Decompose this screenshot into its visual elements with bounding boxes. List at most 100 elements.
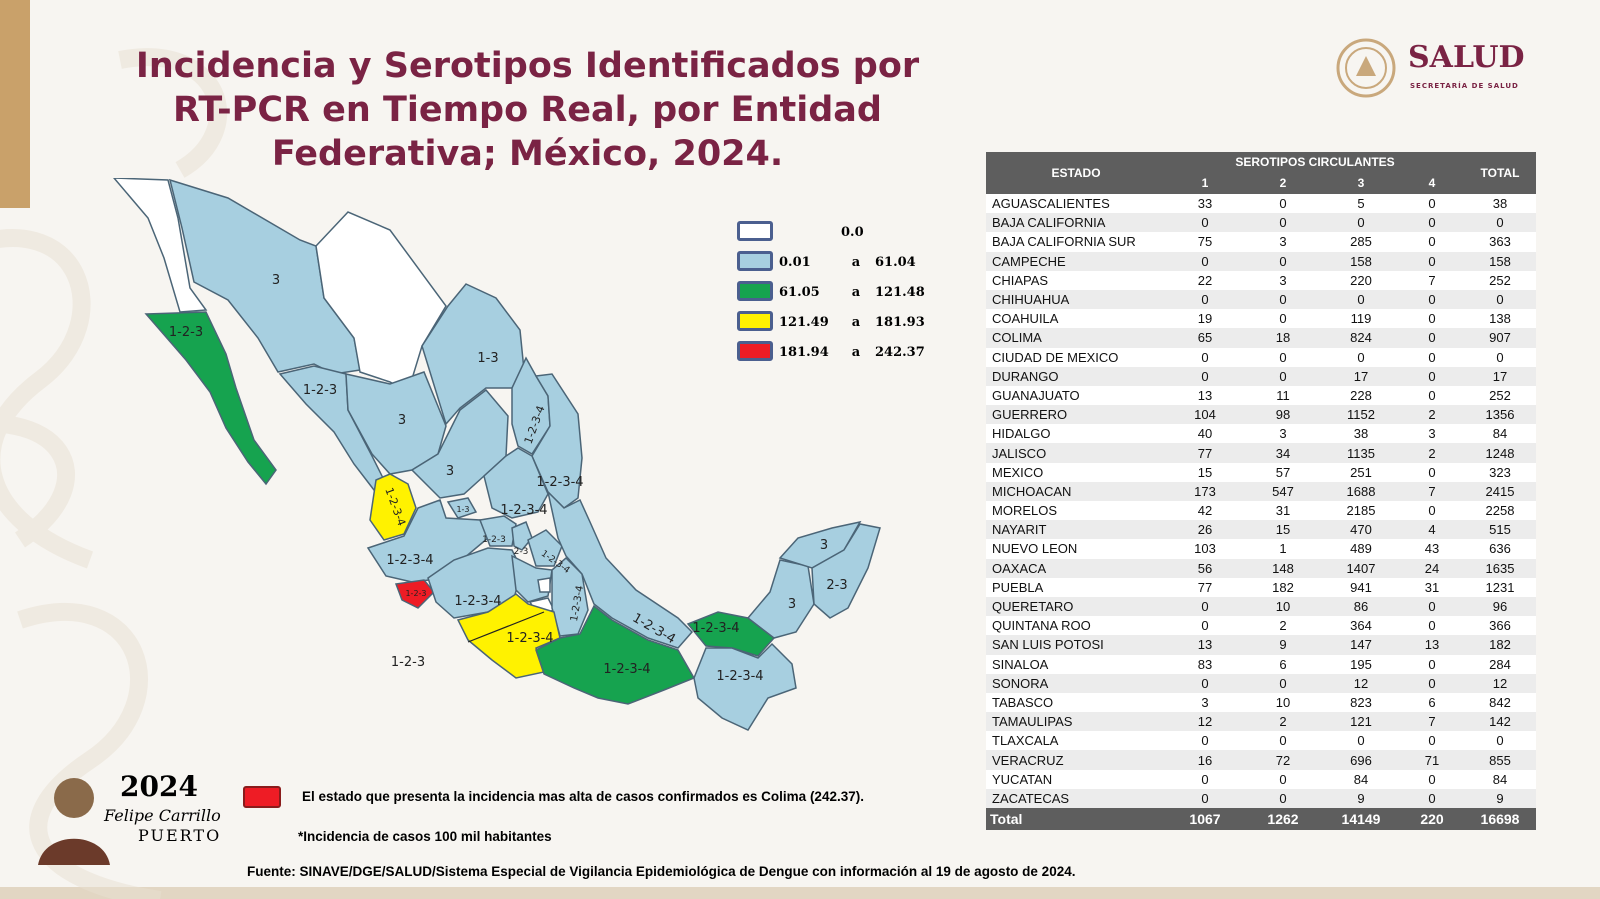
row-s1: 83 <box>1197 656 1213 672</box>
row-estado: SINALOA <box>992 656 1049 672</box>
row-estado: OAXACA <box>992 560 1047 576</box>
row-s1: 0 <box>1201 292 1209 308</box>
legend-max: 242.37 <box>875 345 925 360</box>
label-san-luis-potosi: 1-2-3-4 <box>500 503 547 518</box>
state-cdmx <box>537 577 551 593</box>
state-oaxaca <box>535 604 696 705</box>
row-total: 1248 <box>1485 445 1515 461</box>
row-estado: BAJA CALIFORNIA SUR <box>992 234 1136 250</box>
row-s1: 13 <box>1197 637 1213 653</box>
row-s2: 3 <box>1279 234 1287 250</box>
row-s4: 7 <box>1428 272 1436 288</box>
table-row: SINALOA 83 6 195 0 284 <box>986 654 1536 674</box>
state-nayarit <box>369 473 417 541</box>
state-guerrero <box>456 593 561 679</box>
table-row: SONORA 0 0 12 0 12 <box>986 673 1536 693</box>
row-total: 9 <box>1496 790 1504 806</box>
table-row: PUEBLA 77 182 941 31 1231 <box>986 577 1536 597</box>
row-total: 158 <box>1489 253 1511 269</box>
row-s2: 182 <box>1272 579 1294 595</box>
row-s4: 43 <box>1424 541 1440 557</box>
row-s1: 104 <box>1194 407 1216 423</box>
row-estado: PUEBLA <box>992 579 1044 595</box>
table-row: JALISCO 77 34 1135 2 1248 <box>986 443 1536 463</box>
row-total: 363 <box>1489 234 1511 250</box>
row-s1: 40 <box>1197 426 1213 442</box>
legend-swatch-max <box>737 341 773 361</box>
row-s3: 119 <box>1350 311 1372 327</box>
footer-s4: 220 <box>1400 808 1464 830</box>
row-estado: HIDALGO <box>992 426 1051 442</box>
legend-row-mid: 61.05 a 121.48 <box>737 278 932 308</box>
table-row: CIUDAD DE MEXICO 0 0 0 0 0 <box>986 347 1536 367</box>
row-s3: 195 <box>1350 656 1372 672</box>
morelos-callout-line <box>467 611 545 643</box>
table-row: NAYARIT 26 15 470 4 515 <box>986 520 1536 540</box>
row-s2: 0 <box>1279 733 1287 749</box>
legend-swatch-high <box>737 311 773 331</box>
label-guerrero: 1-2-3-4 <box>506 631 553 646</box>
state-veracruz <box>546 489 694 649</box>
row-s4: 0 <box>1428 196 1436 212</box>
row-total: 17 <box>1492 368 1508 384</box>
row-estado: MEXICO <box>992 464 1044 480</box>
row-estado: TAMAULIPAS <box>992 714 1073 730</box>
row-s2: 3 <box>1279 426 1287 442</box>
table-row: CHIAPAS 22 3 220 7 252 <box>986 270 1536 290</box>
row-estado: CIUDAD DE MEXICO <box>992 349 1119 365</box>
row-s3: 696 <box>1350 752 1372 768</box>
row-s1: 12 <box>1197 714 1213 730</box>
legend-max: 61.04 <box>875 255 916 270</box>
legend-min: 181.94 <box>779 345 829 360</box>
table-row: GUERRERO 104 98 1152 2 1356 <box>986 405 1536 425</box>
row-s1: 0 <box>1201 790 1209 806</box>
page-title: Incidencia y Serotipos Identificados por… <box>135 46 920 174</box>
row-estado: VERACRUZ <box>992 752 1064 768</box>
header-total: TOTAL <box>1464 152 1536 194</box>
table-body: AGUASCALIENTES 33 0 5 0 38 BAJA CALIFORNIA 0 0 0 0… <box>986 194 1536 808</box>
row-s2: 0 <box>1279 771 1287 787</box>
row-total: 0 <box>1496 215 1504 231</box>
header-serotype-2: 2 <box>1244 172 1322 194</box>
row-s4: 13 <box>1424 637 1440 653</box>
table-row: OAXACA 56 148 1407 24 1635 <box>986 558 1536 578</box>
row-s3: 0 <box>1357 733 1365 749</box>
header-estado: ESTADO <box>986 152 1166 194</box>
table-row: TAMAULIPAS 12 2 121 7 142 <box>986 712 1536 732</box>
table-row: TABASCO 3 10 823 6 842 <box>986 692 1536 713</box>
row-s2: 0 <box>1279 311 1287 327</box>
row-total: 1635 <box>1485 560 1515 576</box>
legend-min: 121.49 <box>779 315 829 330</box>
footer-s2: 1262 <box>1244 808 1322 830</box>
row-s4: 0 <box>1428 503 1436 519</box>
table-row: COLIMA 65 18 824 0 907 <box>986 328 1536 348</box>
state-campeche <box>746 559 815 639</box>
footer-label: Total <box>986 808 1166 830</box>
footer-total: 16698 <box>1464 808 1536 830</box>
row-total: 0 <box>1496 349 1504 365</box>
state-aguascalientes <box>446 497 478 519</box>
row-total: 855 <box>1489 752 1511 768</box>
table-row: BAJA CALIFORNIA 0 0 0 0 0 <box>986 213 1536 233</box>
row-s1: 75 <box>1197 234 1213 250</box>
label-morelos-callout: 1-2-3 <box>391 655 425 670</box>
row-s4: 0 <box>1428 618 1436 634</box>
row-s4: 3 <box>1428 426 1436 442</box>
row-s2: 2 <box>1279 618 1287 634</box>
label-quintana-roo: 2-3 <box>826 578 847 593</box>
row-s1: 103 <box>1194 541 1216 557</box>
legend-connector: a <box>851 285 861 300</box>
table-row: YUCATAN 0 0 84 0 84 <box>986 769 1536 789</box>
row-s2: 6 <box>1279 656 1287 672</box>
label-chiapas: 1-2-3-4 <box>716 669 763 684</box>
row-total: 12 <box>1492 675 1508 691</box>
bottom-accent-bar <box>0 887 1600 899</box>
row-total: 1231 <box>1485 579 1515 595</box>
header-serotype-1: 1 <box>1166 172 1244 194</box>
row-estado: ZACATECAS <box>992 790 1070 806</box>
row-s2: 0 <box>1279 368 1287 384</box>
row-s4: 31 <box>1424 579 1440 595</box>
row-s1: 22 <box>1197 272 1213 288</box>
felipe-carrillo-puerto-logo: 2024 Felipe Carrillo PUERTO <box>20 770 230 870</box>
row-s3: 823 <box>1350 694 1372 710</box>
